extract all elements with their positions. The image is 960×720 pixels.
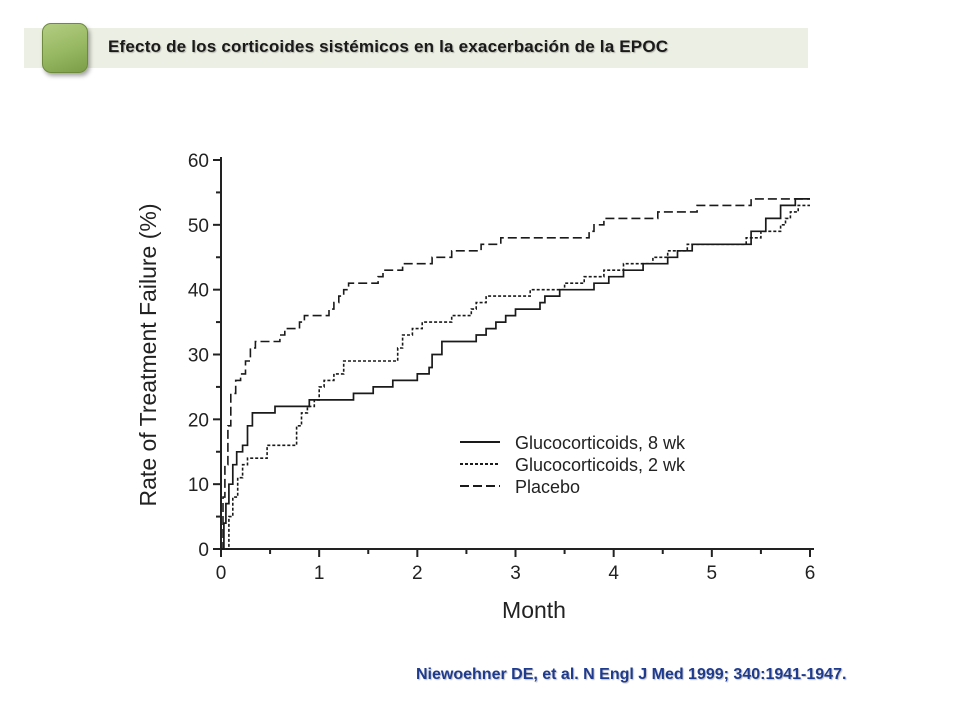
x-tick-label: 4 [608,563,619,584]
chart-axes: 0 10 20 30 40 50 60 0 1 2 3 4 5 6 [188,151,815,584]
x-tick-label: 0 [216,563,227,584]
series-line-1 [221,198,810,550]
y-tick-label: 40 [188,281,209,302]
y-tick-label: 0 [198,540,209,561]
treatment-failure-chart: 0 10 20 30 40 50 60 0 1 2 3 4 5 6 Glucocorticoids, 8 … [135,151,815,623]
y-tick-label: 30 [188,346,209,367]
page-title: Efecto de los corticoides sistémicos en … [108,37,669,56]
x-axis-label: Month [502,597,566,623]
header-band [24,28,808,68]
x-tick-label: 1 [314,563,325,584]
y-tick-label: 20 [188,410,209,431]
legend-label-1: Glucocorticoids, 8 wk [515,433,686,453]
series-layer [221,198,810,550]
x-tick-label: 3 [510,563,521,584]
y-tick-label: 50 [188,216,209,237]
y-tick-label: 10 [188,475,209,496]
citation: Niewoehner DE, et al. N Engl J Med 1999;… [416,666,847,683]
x-tick-label: 6 [805,563,816,584]
y-tick-label: 60 [188,151,209,172]
series-line-2 [221,204,810,550]
legend-label-2: Glucocorticoids, 2 wk [515,455,686,475]
series-line-3 [221,198,810,550]
x-tick-label: 2 [412,563,423,584]
x-tick-label: 5 [707,563,718,584]
y-axis-label: Rate of Treatment Failure (%) [135,204,161,507]
legend-label-3: Placebo [515,477,580,497]
rounded-square-icon [42,23,88,73]
